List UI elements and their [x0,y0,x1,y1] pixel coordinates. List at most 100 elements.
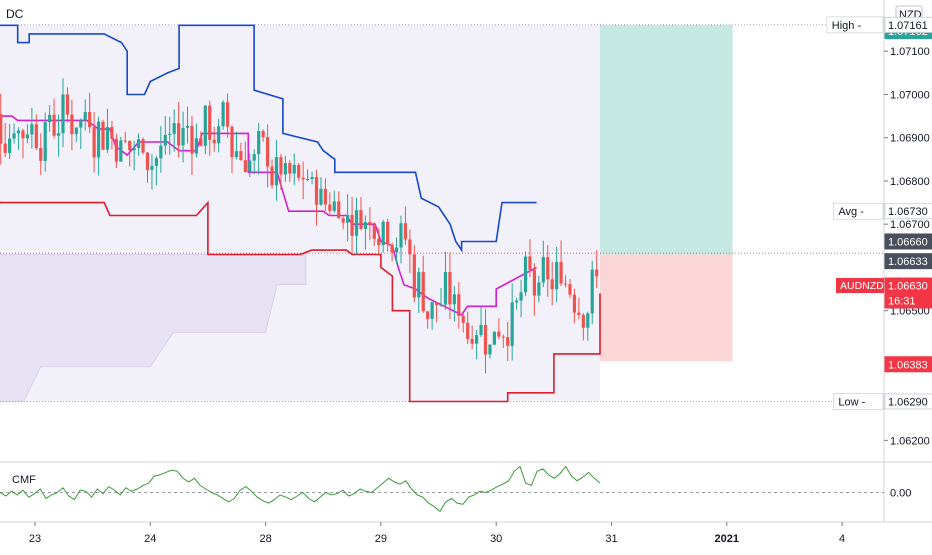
candle-body [12,133,16,139]
avg-price-tag: 1.06730 [884,203,932,220]
avg-label-tag-bg [833,202,884,220]
candle-body [0,113,3,144]
candle-body [314,177,319,205]
candle-body [88,112,92,128]
candle-body [590,269,594,314]
candle-body [332,201,336,211]
candle-body [185,125,190,128]
candle-body [39,148,43,161]
candle-body [523,256,528,293]
candle-body [408,239,412,255]
candle-body [83,112,87,121]
candle-body [586,313,590,328]
candle-body [96,121,101,158]
candle-body [150,165,154,170]
candle-body [270,166,274,186]
candle-body [34,124,38,149]
current-price-tag: 1.06660 [884,233,932,250]
candle-body [515,300,519,303]
candle-body [105,126,110,150]
candle-body [248,160,252,172]
candle-body [399,223,403,248]
candle-body [292,164,296,174]
low-label-tag-text: Low - [838,396,865,408]
volume-profile [0,254,307,402]
candle-body [337,201,341,219]
candle-body [92,127,96,158]
candle-body [163,134,167,146]
low-label-tag-bg [833,393,884,410]
candle-body [572,294,577,313]
candle-body [470,338,474,344]
candle-body [301,177,305,180]
candle-body [541,257,545,283]
candle-body [417,272,421,298]
candle-body [172,123,176,134]
y-tick-label: 1.07100 [890,46,930,58]
current-price-tag-text: 1.06660 [888,236,928,248]
y-tick-label: 1.06200 [890,435,930,447]
candle-body [430,302,434,319]
candle-body [199,138,203,146]
candle-body [346,214,350,223]
y-tick-label: 1.06500 [890,306,930,318]
candle-body [177,123,181,146]
stop-price-tag: 1.06383 [884,356,932,373]
candle-body [479,324,483,336]
candle-body [457,294,461,316]
candle-body [363,221,368,229]
candle-body [532,269,537,296]
x-tick-label: 24 [144,533,156,545]
candle-body [510,302,514,346]
candle-body [452,294,456,305]
candle-body [381,221,385,246]
candle-body [559,261,563,284]
mid-price-tag-text: 1.06633 [888,256,928,268]
candle-body [555,261,559,290]
candle-body [137,139,141,149]
candle-body [421,272,425,312]
low-price-tag-bg [884,393,932,410]
candle-body [30,124,34,135]
candle-body [61,94,65,134]
profit-zone [599,24,733,255]
candle-body [341,218,345,223]
avg-label-tag: Avg - [833,202,884,220]
x-tick-label: 31 [605,533,617,545]
high-label-tag: High - [826,16,884,34]
candle-body [412,254,416,298]
loss-zone [599,254,733,362]
symbol-price-tag-text: 1.06630 [888,281,928,293]
countdown-tag: 16:31 [884,292,932,309]
candle-body [537,282,541,296]
candle-body [386,221,390,245]
y-tick-label: 1.06800 [890,176,930,188]
countdown-tag-text: 16:31 [888,296,916,308]
current-price-tag-bg [884,233,932,250]
candle-body [65,94,70,115]
candle-body [141,139,145,153]
stop-price-tag-bg [884,356,932,373]
low-price-tag: 1.06290 [884,393,932,410]
x-tick-label: 28 [259,533,271,545]
candle-body [323,188,327,205]
avg-label-tag-text: Avg - [838,206,864,218]
high-label-tag-bg [826,16,884,34]
y-tick-label: 1.06700 [890,219,930,231]
candle-body [492,331,496,345]
candle-body [581,315,585,328]
cmf-label: CMF [12,474,36,486]
candle-body [123,140,127,142]
candle-body [159,145,163,159]
candle-body [265,137,270,167]
candle-body [474,335,479,344]
donchian-upper [0,24,537,253]
candle-body [119,140,123,162]
high-price-tag-text: 1.07161 [888,20,928,32]
y-tick-label: 1.07000 [890,89,930,101]
candle-body [261,131,265,138]
candle-body [21,130,25,139]
candle-body [230,126,234,158]
